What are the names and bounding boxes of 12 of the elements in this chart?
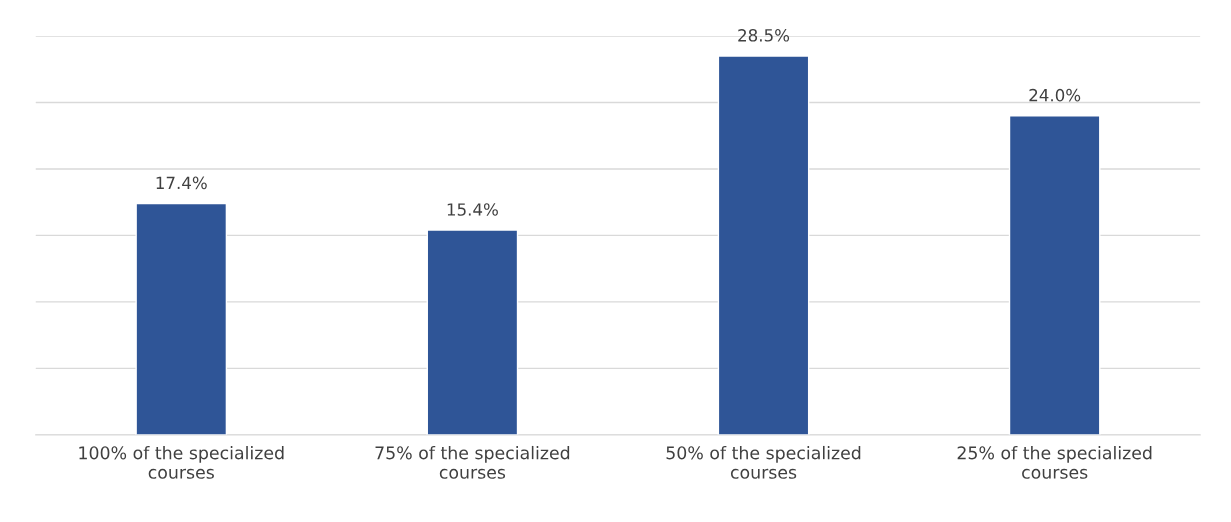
bar (1008, 115, 1101, 435)
x-tick-label: 75% of the specialized courses (375, 445, 570, 479)
data-label: 28.5% (738, 29, 790, 42)
bar (135, 202, 228, 435)
x-tick-label: 50% of the specialized courses (666, 445, 861, 479)
x-tick-label: 25% of the specialized courses (957, 445, 1152, 479)
data-label: 15.4% (447, 203, 498, 216)
data-label: 24.0% (1029, 88, 1081, 102)
data-label: 17.4% (156, 176, 207, 190)
bar (426, 229, 519, 435)
bar (717, 55, 810, 435)
x-tick-label: 100% of the specialized courses (79, 445, 284, 479)
